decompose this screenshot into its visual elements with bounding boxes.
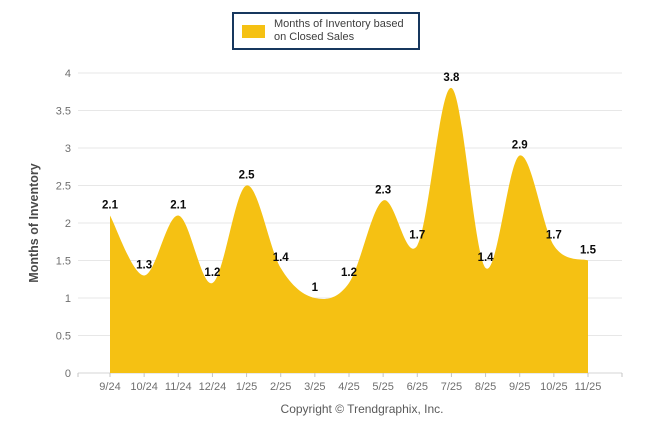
- legend-swatch-icon: [242, 24, 265, 38]
- x-tick-label: 6/25: [407, 381, 428, 393]
- x-tick-label: 10/25: [540, 381, 568, 393]
- x-tick-label: 1/25: [236, 381, 257, 393]
- data-label: 1.4: [478, 252, 495, 264]
- data-label: 3.8: [443, 72, 460, 84]
- y-tick-label: 0.5: [56, 331, 71, 343]
- data-label: 1.7: [546, 230, 562, 242]
- data-label: 1.2: [341, 267, 357, 279]
- y-tick-label: 2: [65, 218, 71, 230]
- chart-legend: Months of Inventory based on Closed Sale…: [232, 12, 420, 50]
- data-label: 1.2: [204, 267, 220, 279]
- x-tick-label: 7/25: [441, 381, 462, 393]
- y-tick-label: 1: [65, 293, 71, 305]
- y-tick-label: 4: [65, 68, 71, 80]
- x-tick-label: 8/25: [475, 381, 496, 393]
- y-tick-label: 3.5: [56, 106, 71, 118]
- x-tick-label: 4/25: [338, 381, 359, 393]
- data-label: 2.5: [239, 170, 256, 182]
- y-tick-label: 1.5: [56, 256, 71, 268]
- y-tick-label: 2.5: [56, 181, 71, 193]
- x-tick-label: 5/25: [372, 381, 393, 393]
- x-tick-label: 11/24: [165, 381, 192, 393]
- copyright-text: Copyright © Trendgraphix, Inc.: [280, 402, 444, 416]
- legend-label: Months of Inventory based on Closed Sale…: [274, 18, 404, 43]
- data-label: 2.1: [170, 200, 187, 212]
- x-tick-label: 9/24: [99, 381, 120, 393]
- data-label: 1.4: [273, 252, 290, 264]
- x-tick-label: 3/25: [304, 381, 325, 393]
- x-tick-label: 2/25: [270, 381, 291, 393]
- data-label: 1.7: [409, 230, 425, 242]
- data-label: 1: [312, 282, 319, 294]
- y-tick-label: 3: [65, 143, 71, 155]
- data-label: 2.3: [375, 185, 391, 197]
- y-tick-label: 0: [65, 368, 71, 380]
- data-label: 1.5: [580, 245, 597, 257]
- y-axis-title: Months of Inventory: [27, 163, 41, 282]
- x-tick-label: 10/24: [130, 381, 158, 393]
- x-tick-label: 9/25: [509, 381, 530, 393]
- data-label: 2.1: [102, 200, 119, 212]
- x-tick-label: 11/25: [575, 381, 602, 393]
- x-tick-label: 12/24: [199, 381, 227, 393]
- data-label: 1.3: [136, 260, 152, 272]
- data-label: 2.9: [512, 140, 528, 152]
- inventory-area-series: [110, 87, 588, 374]
